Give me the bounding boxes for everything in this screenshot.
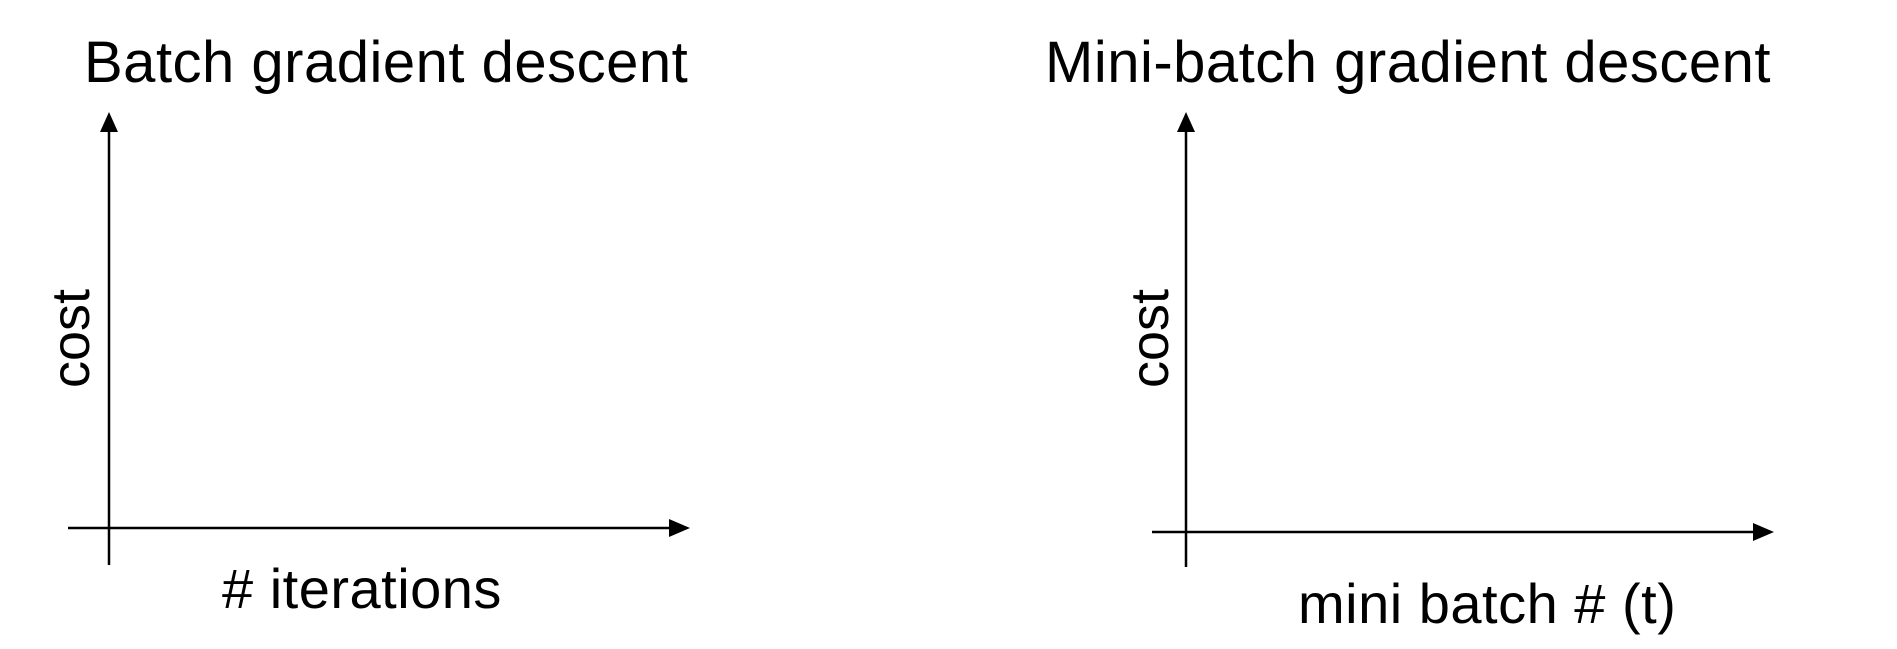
y-axis-arrowhead (1177, 112, 1195, 132)
y-axis-label: cost (1120, 288, 1180, 388)
axes (68, 112, 690, 565)
y-axis-label: cost (41, 288, 101, 388)
x-axis-label: mini batch # (t) (1298, 572, 1677, 635)
panel-mini-batch-gradient-descent: Mini-batch gradient descent cost mini ba… (948, 0, 1897, 649)
y-axis-arrowhead (100, 112, 118, 132)
x-axis-arrowhead (669, 519, 690, 537)
panel-title: Batch gradient descent (84, 30, 689, 95)
axes (1152, 112, 1774, 567)
x-axis-label: # iterations (222, 557, 502, 620)
x-axis-arrowhead (1753, 523, 1774, 541)
panel-batch-gradient-descent: Batch gradient descent cost # iterations (0, 0, 948, 649)
panel-title: Mini-batch gradient descent (1045, 30, 1772, 95)
